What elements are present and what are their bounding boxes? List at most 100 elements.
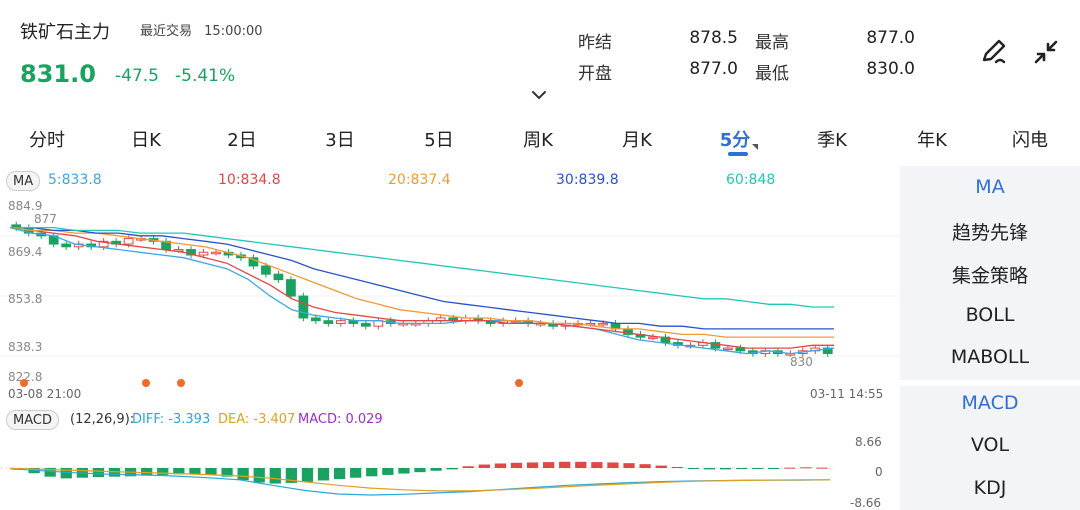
candle-body [360,322,371,327]
macd-histogram-bar [398,468,410,474]
collapse-icon[interactable] [1030,36,1062,68]
candle-body [335,320,346,324]
price-change: -47.5 [115,66,159,86]
last-trade: 最近交易 15:00:00 [140,20,263,39]
macd-histogram-bar [157,468,169,475]
macd-histogram-bar [269,468,281,484]
ma-indicator-chip[interactable]: MA [6,171,41,191]
macd-legend: MACD (12,26,9): DIFF: -3.393 DEA: -3.407… [0,410,900,432]
macd-histogram-bar [559,461,571,468]
candle-body [323,320,334,324]
side-item-maboll[interactable]: MABOLL [950,346,1030,368]
macd-histogram-bar [285,468,297,483]
macd-histogram-bar [333,468,346,480]
tab-dropdown-caret[interactable] [752,144,758,150]
macd-histogram-bar [623,463,635,468]
candle-body [598,322,608,326]
macd-histogram-bar [205,468,217,475]
price-change-percent: -5.41% [175,66,236,86]
macd-histogram-bar [703,468,716,470]
ma5-line [9,226,835,355]
ma5-value: 5:833.8 [48,172,102,188]
macd-y-zero: 0 [875,465,883,479]
chevron-down-icon[interactable] [530,88,548,102]
macd-histogram-bar [221,468,233,477]
macd-histogram-bar [784,467,796,469]
macd-histogram-bar [768,468,780,469]
y-tick-label: 884.9 [8,199,42,213]
high-value: 877.0 [866,28,915,48]
signal-dot [177,379,185,387]
candle-body [735,347,746,352]
candle-body [723,347,733,351]
macd-histogram-bar [816,467,828,469]
side-item-macd[interactable]: MACD [961,392,1019,414]
low-label: 最低 [755,64,789,84]
quote-header: 铁矿石主力 最近交易 15:00:00 831.0 -47.5 -5.41% 昨… [0,0,1080,110]
ma10-value: 10:834.8 [218,172,281,188]
macd-histogram-bar [141,468,153,476]
tab-3-day[interactable]: 3日 [325,130,355,151]
side-item-trend-pioneer[interactable]: 趋势先锋 [951,222,1028,244]
tab-monthly-k[interactable]: 月K [622,130,652,151]
macd-histogram-bar [237,468,249,481]
tab-daily-k[interactable]: 日K [131,130,161,151]
y-tick-label: 853.8 [8,292,42,306]
macd-dea-line [9,467,830,492]
candle-body [261,265,271,275]
ma60-value: 60:848 [726,172,776,188]
candle-body [822,347,833,355]
side-item-ma[interactable]: MA [975,176,1005,198]
macd-histogram-bar [44,468,56,477]
low-price-marker: 830 [790,355,813,369]
edit-icon[interactable] [978,36,1010,68]
macd-histogram-bar [253,468,265,483]
ma30-value: 30:839.8 [556,172,619,188]
instrument-title: 铁矿石主力 [20,22,110,43]
signal-dot [515,379,523,387]
candle-body [311,317,321,322]
macd-y-bottom: -8.66 [850,496,881,510]
tab-flash[interactable]: 闪电 [1012,130,1048,151]
macd-histogram-bar [655,465,667,468]
ma20-line [9,226,834,338]
y-tick-label: 869.4 [8,245,42,259]
macd-histogram-bar [510,462,523,468]
tab-intraday[interactable]: 分时 [29,130,65,151]
candle-body [648,336,658,340]
active-tab-indicator [728,152,748,156]
candle-body [198,251,209,256]
macd-histogram-bar [719,468,732,470]
macd-indicator-chip[interactable]: MACD [6,410,59,430]
macd-histogram-bar [317,468,330,481]
tab-5-min[interactable]: 5分 [719,130,751,151]
macd-histogram-bar [350,468,362,478]
tab-5-day[interactable]: 5日 [424,130,454,151]
candle-body [273,273,284,281]
last-trade-label: 最近交易 [140,24,193,39]
ma30-line [10,226,834,330]
open-price-marker: 877 [34,212,57,226]
macd-chart[interactable]: 8.66 0 -8.66 [0,432,900,510]
tab-2-day[interactable]: 2日 [227,130,257,151]
macd-histogram-bar [382,468,394,475]
prev-settle-value: 878.5 [689,28,738,48]
side-item-fund-strategy[interactable]: 集金策略 [951,265,1028,287]
tab-yearly-k[interactable]: 年K [917,130,947,151]
prev-settle-label: 昨结 [578,33,612,53]
macd-histogram-bar [687,468,699,469]
tab-quarterly-k[interactable]: 季K [817,130,847,151]
macd-histogram-bar [735,468,748,470]
signal-dot [142,379,150,387]
side-item-kdj[interactable]: KDJ [973,477,1007,499]
candle-body [61,243,72,248]
kline-chart[interactable]: 884.9 869.4 853.8 838.3 822.8 877 830 03… [0,196,900,406]
side-item-vol[interactable]: VOL [970,434,1010,456]
candle-body [98,240,109,248]
signal-dot [20,379,28,387]
macd-params: (12,26,9): [70,412,135,427]
macd-histogram-bar [526,462,539,468]
side-item-boll[interactable]: BOLL [965,304,1015,326]
tab-weekly-k[interactable]: 周K [523,130,553,151]
side-divider [900,380,1080,386]
